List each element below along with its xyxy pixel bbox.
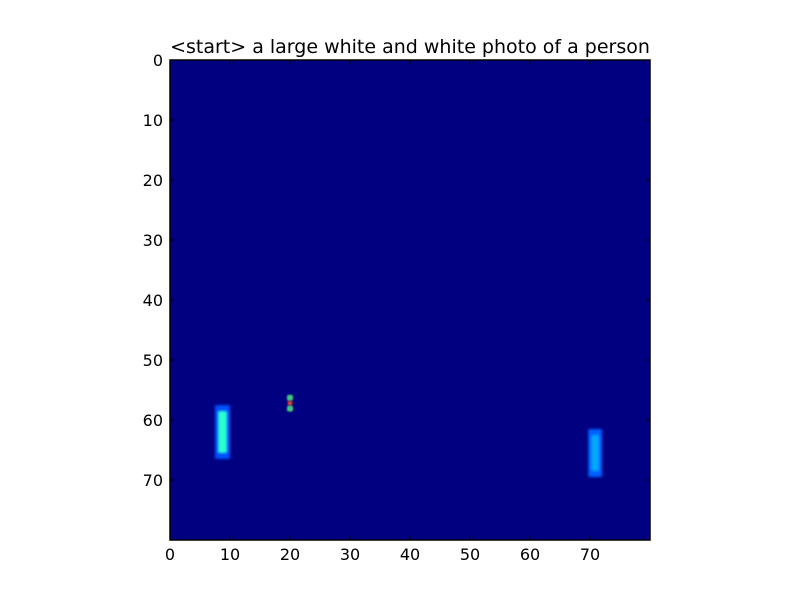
y-axis-tick-labels: 0 10 20 30 40 50 60 70 bbox=[143, 51, 163, 490]
x-tick-label: 70 bbox=[580, 545, 600, 564]
y-tick-label: 60 bbox=[143, 411, 163, 430]
heatmap-cell-center-dot-bottom bbox=[287, 405, 293, 412]
x-tick-label: 20 bbox=[280, 545, 300, 564]
y-tick-label: 30 bbox=[143, 231, 163, 250]
heatmap-features bbox=[215, 394, 602, 477]
y-tick-label: 10 bbox=[143, 111, 163, 130]
heatmap-cell-left-bar-core bbox=[218, 411, 227, 453]
chart-title: <start> a large white and white photo of… bbox=[170, 36, 650, 58]
y-tick-label: 20 bbox=[143, 171, 163, 190]
y-tick-label: 40 bbox=[143, 291, 163, 310]
y-tick-label: 70 bbox=[143, 471, 163, 490]
plot-background bbox=[170, 60, 650, 540]
x-axis-tick-labels: 0 10 20 30 40 50 60 70 bbox=[165, 545, 600, 564]
y-tick-label: 0 bbox=[153, 51, 163, 70]
x-tick-label: 30 bbox=[340, 545, 360, 564]
y-tick-label: 50 bbox=[143, 351, 163, 370]
x-tick-label: 40 bbox=[400, 545, 420, 564]
x-tick-label: 50 bbox=[460, 545, 480, 564]
heatmap-cell-center-dot-top bbox=[287, 394, 293, 401]
x-tick-label: 10 bbox=[220, 545, 240, 564]
heatmap-cell-center-dot-mid bbox=[287, 400, 293, 406]
x-tick-label: 60 bbox=[520, 545, 540, 564]
heatmap-cell-right-bar-core bbox=[591, 435, 599, 471]
plot-frame bbox=[169, 59, 651, 541]
x-tick-label: 0 bbox=[165, 545, 175, 564]
